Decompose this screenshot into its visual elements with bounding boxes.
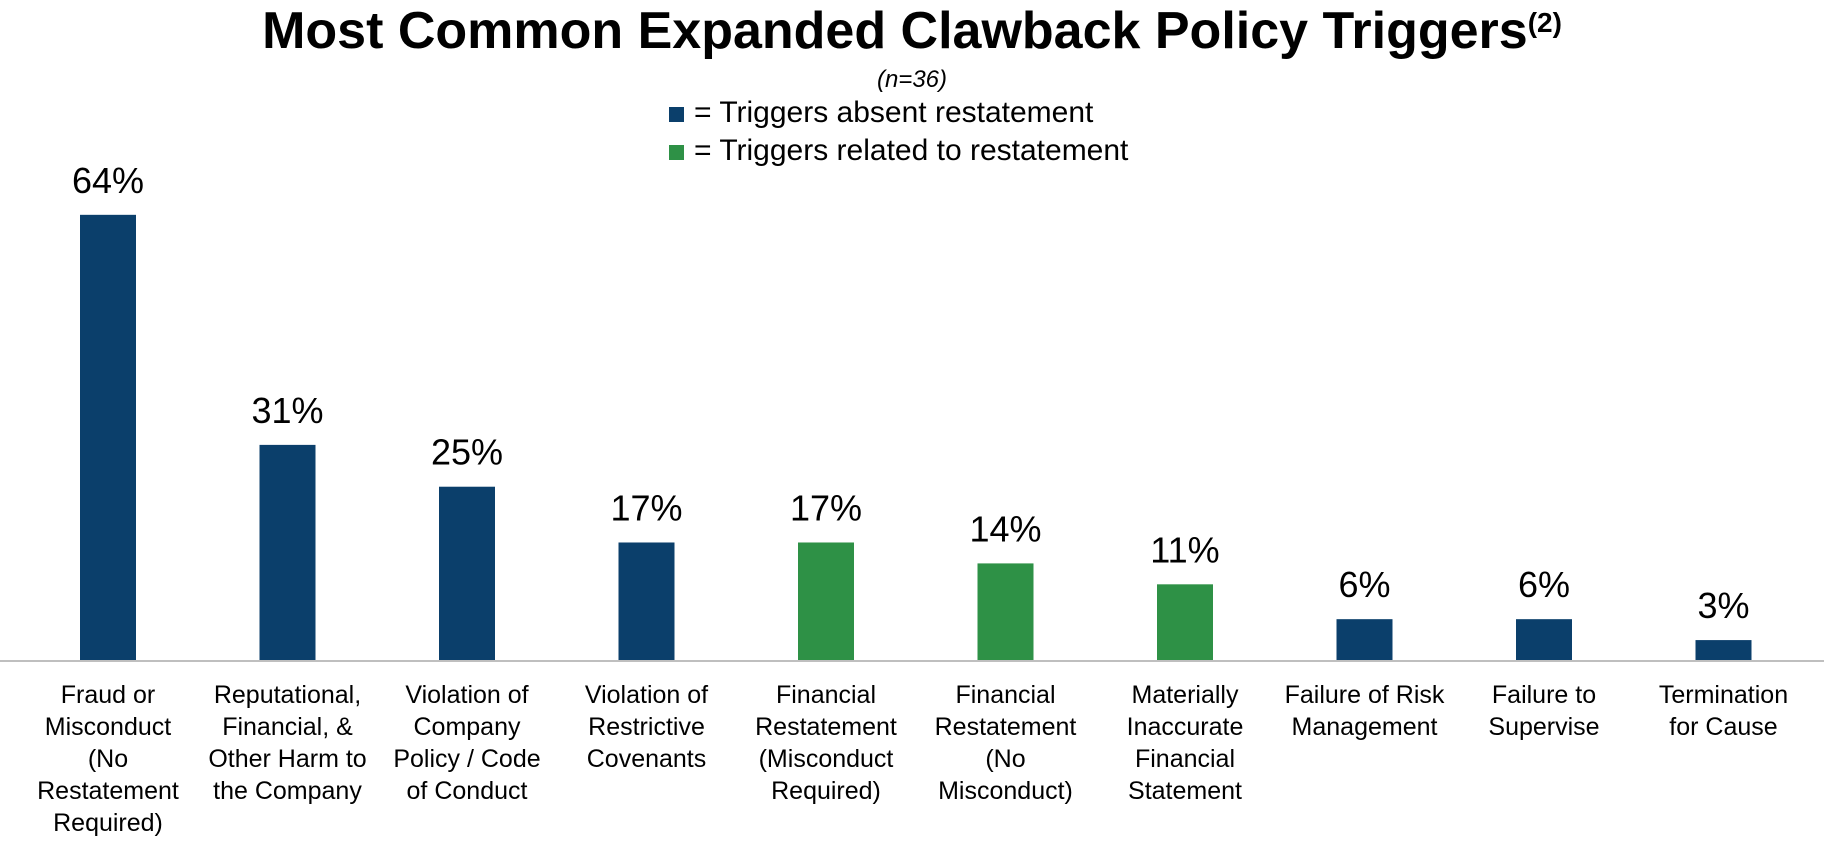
value-label-8: 6% [1338,564,1390,605]
bar-9 [1516,619,1572,661]
bar-10 [1695,640,1752,661]
category-label-line: (No [985,745,1025,773]
category-label-2: Reputational, Financial, & Other Harm to th… [208,681,366,805]
category-label-line: Required) [771,777,881,805]
legend-swatch-related [669,145,684,160]
value-label-9: 6% [1518,564,1570,605]
category-label-line: Failure to [1492,681,1596,709]
category-label-line: Financial [776,681,876,709]
category-label-line: for Cause [1669,713,1777,741]
bar-3 [439,486,495,661]
value-label-3: 25% [431,432,503,473]
category-label-line: Reputational, [214,681,361,709]
bar-1 [80,214,136,662]
category-label-line: (No [88,745,128,773]
category-label-line: Covenants [587,745,707,773]
category-label-line: Policy / Code [393,745,540,773]
bar-8 [1336,619,1393,661]
legend-swatch-absent [669,107,684,122]
category-label-line: Termination [1659,681,1788,709]
value-label-2: 31% [251,390,323,431]
category-label-7: Materially Inaccurate Financial Statement [1127,681,1244,805]
category-label-line: Materially [1132,681,1239,709]
bars-group [80,214,1752,662]
category-label-line: Required) [53,809,163,837]
category-label-line: Restatement [37,777,179,805]
legend: = Triggers absent restatement = Triggers … [669,96,1129,167]
value-label-6: 14% [969,508,1041,549]
bar-5 [798,542,854,661]
value-label-7: 11% [1150,529,1219,570]
category-label-9: Failure to Supervise [1488,681,1599,741]
category-label-line: of Conduct [407,777,528,805]
category-label-line: Financial [1135,745,1235,773]
value-label-4: 17% [610,487,682,528]
value-label-1: 64% [72,160,144,201]
category-label-6: Financial Restatement (No Misconduct) [935,681,1077,805]
category-label-line: Financial, & [222,713,353,741]
category-label-line: Company [414,713,521,741]
category-label-line: Restrictive [588,713,705,741]
category-label-line: the Company [213,777,362,805]
category-label-line: Violation of [585,681,708,709]
category-label-line: Management [1292,713,1438,741]
category-label-line: Restatement [755,713,897,741]
category-labels-group: Fraud or Misconduct (No Restatement Required… [37,681,1788,837]
legend-label-absent: = Triggers absent restatement [694,96,1094,129]
category-label-8: Failure of Risk Management [1285,681,1445,741]
value-label-10: 3% [1697,585,1749,626]
chart-title-superscript: (2) [1528,7,1562,38]
category-label-line: Other Harm to [208,745,366,773]
category-label-line: Inaccurate [1127,713,1244,741]
value-label-5: 17% [790,487,862,528]
bar-6 [977,563,1034,661]
bar-2 [259,444,316,661]
category-label-line: Failure of Risk [1285,681,1445,709]
category-label-line: Violation of [405,681,528,709]
category-label-line: Fraud or [61,681,155,709]
category-label-line: Restatement [935,713,1077,741]
category-label-3: Violation of Company Policy / Code of Condu… [393,681,540,805]
category-label-4: Violation of Restrictive Covenants [585,681,708,773]
category-label-10: Termination for Cause [1659,681,1788,741]
bar-4 [618,542,675,661]
category-label-line: Supervise [1488,713,1599,741]
chart-title-text: Most Common Expanded Clawback Policy Tri… [262,2,1528,60]
legend-label-related: = Triggers related to restatement [694,134,1129,167]
category-label-5: Financial Restatement (Misconduct Required) [755,681,897,805]
chart-subtitle: (n=36) [877,66,947,93]
category-label-line: Misconduct) [938,777,1073,805]
category-label-line: (Misconduct [759,745,894,773]
category-label-line: Statement [1128,777,1242,805]
chart-title: Most Common Expanded Clawback Policy Tri… [262,2,1562,60]
category-label-1: Fraud or Misconduct (No Restatement Required… [37,681,179,837]
value-labels-group: 64% 31% 25% 17% 17% 14% 11% 6% 6% 3% [72,160,1750,626]
category-label-line: Financial [955,681,1055,709]
bar-7 [1157,584,1213,661]
category-label-line: Misconduct [45,713,171,741]
